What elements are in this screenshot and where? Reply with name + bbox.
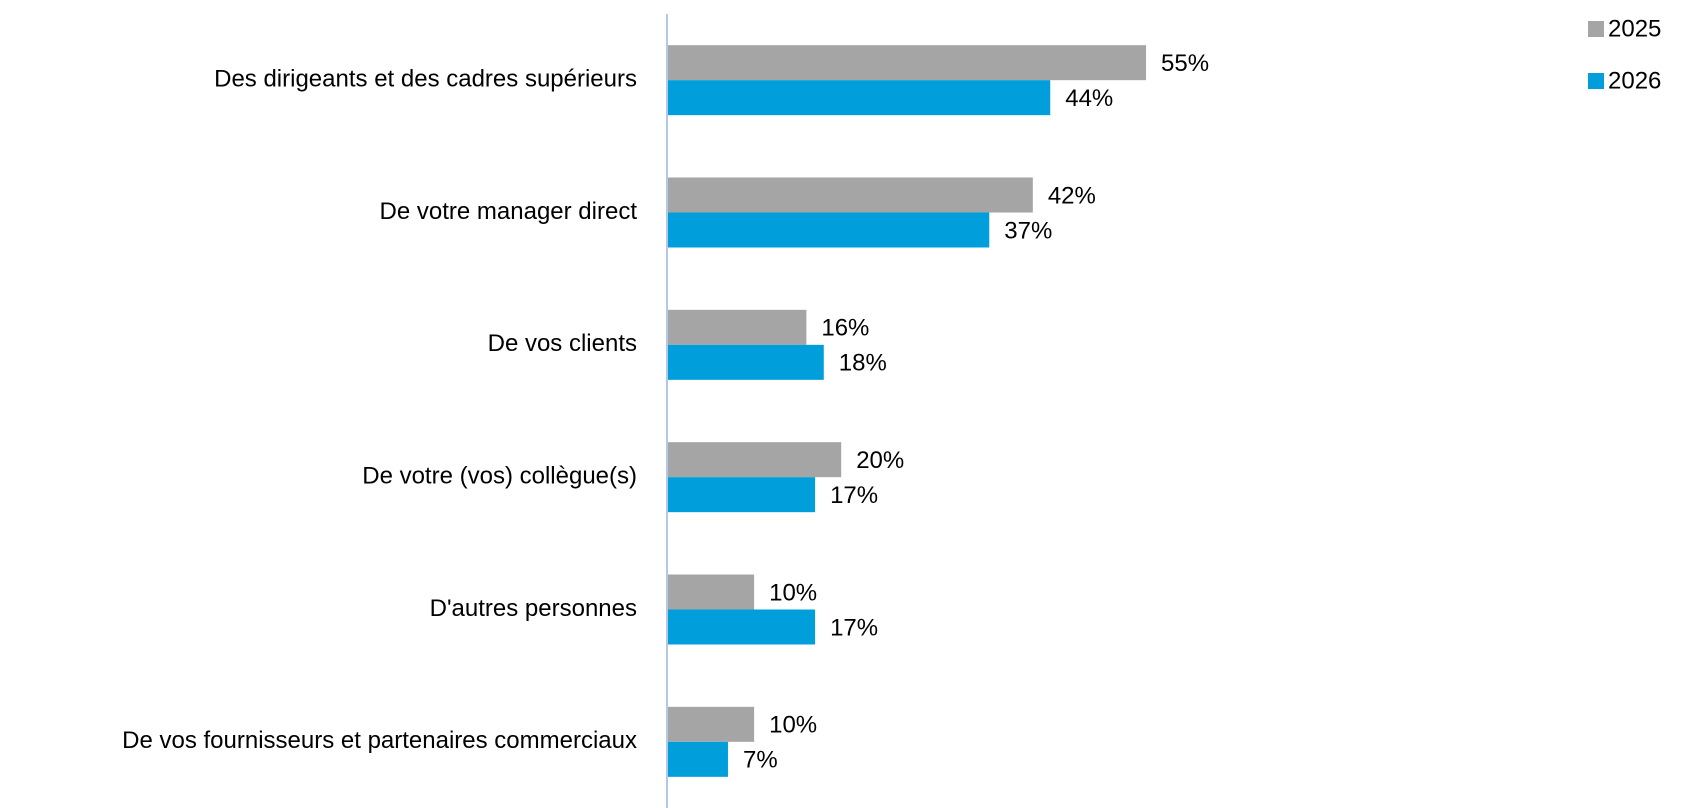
bar (667, 574, 755, 610)
legend-swatch (1588, 21, 1604, 37)
data-label: 42% (1048, 182, 1096, 209)
y-tick-label: De votre manager direct (380, 198, 638, 225)
bar (667, 741, 728, 777)
data-label: 7% (743, 747, 778, 774)
bar (667, 477, 816, 513)
y-tick-label: De vos clients (488, 330, 637, 357)
bar (667, 309, 807, 345)
bar (667, 177, 1033, 213)
legend-swatch (1588, 73, 1604, 89)
data-label: 44% (1065, 85, 1113, 112)
y-tick-label: D'autres personnes (430, 595, 637, 622)
bar (667, 344, 824, 380)
y-tick-label: De vos fournisseurs et partenaires comme… (122, 727, 637, 754)
y-tick-label: De votre (vos) collègue(s) (362, 463, 637, 490)
y-tick-label: Des dirigeants et des cadres supérieurs (214, 66, 637, 93)
legend-label: 2025 (1608, 15, 1661, 42)
bar (667, 442, 842, 478)
data-label: 10% (769, 712, 817, 739)
bar (667, 212, 990, 248)
data-label: 18% (839, 350, 887, 377)
data-label: 16% (821, 315, 869, 342)
data-label: 37% (1004, 217, 1052, 244)
bar (667, 706, 755, 742)
bar (667, 45, 1147, 81)
data-label: 20% (856, 447, 904, 474)
data-label: 17% (830, 614, 878, 641)
bar (667, 80, 1051, 116)
data-label: 10% (769, 579, 817, 606)
bar (667, 609, 816, 645)
data-label: 17% (830, 482, 878, 509)
data-label: 55% (1161, 50, 1209, 77)
legend-label: 2026 (1608, 67, 1661, 94)
